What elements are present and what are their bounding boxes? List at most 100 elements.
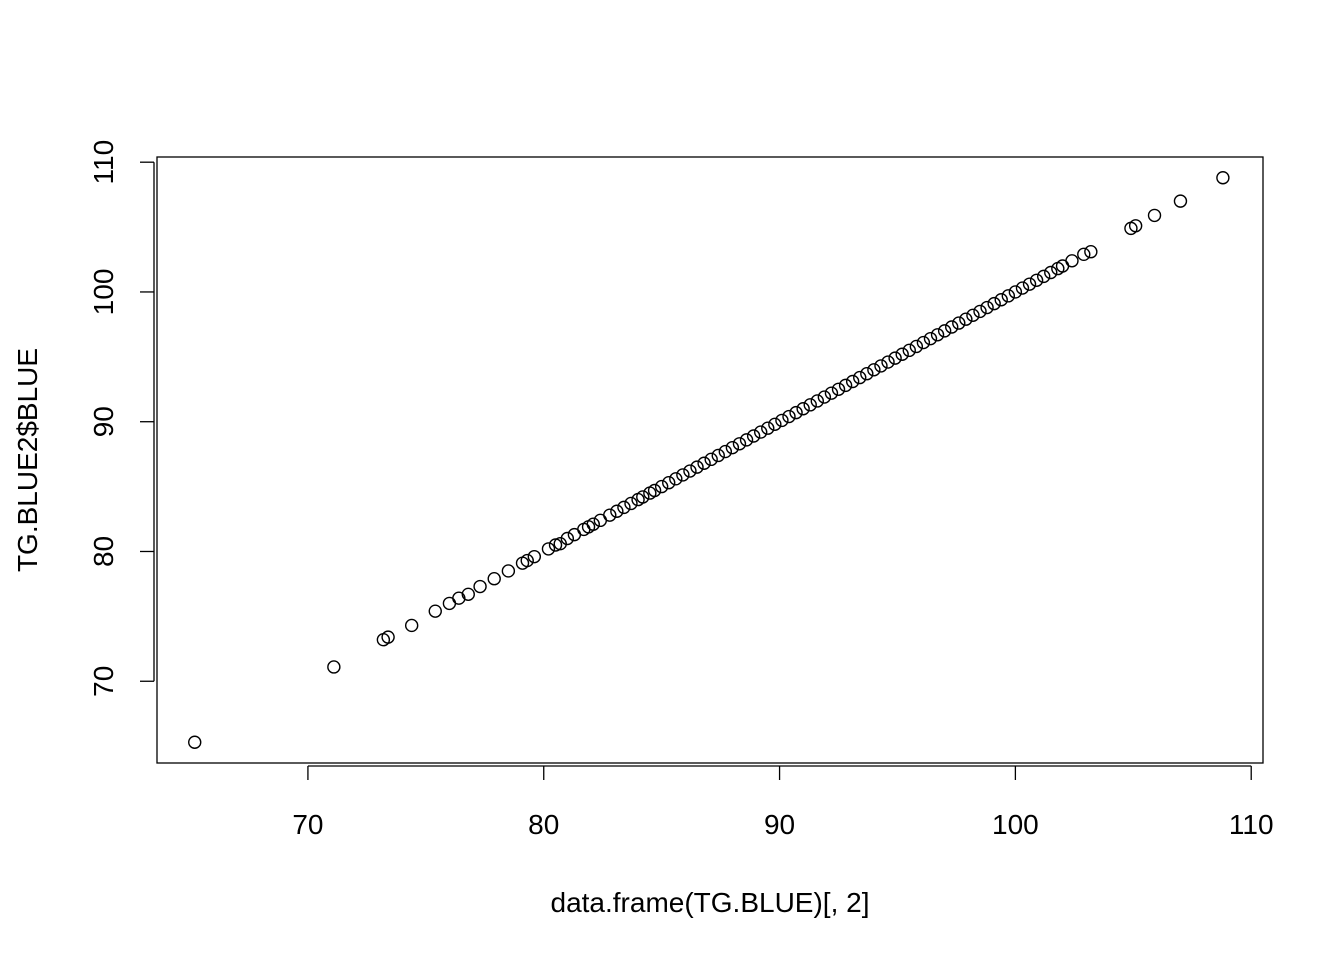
data-point <box>1065 254 1079 268</box>
y-tick-label: 70 <box>88 666 119 697</box>
x-tick-label: 100 <box>992 809 1039 840</box>
data-point <box>603 508 617 522</box>
data-point <box>690 460 704 474</box>
data-point <box>461 587 475 602</box>
data-point <box>676 468 690 482</box>
data-point <box>909 339 924 354</box>
data-point <box>945 320 959 334</box>
plot-area-frame <box>156 156 1264 764</box>
data-point <box>654 479 669 494</box>
y-axis: 70 80 90 100 110 <box>88 140 155 697</box>
x-tick-label: 70 <box>292 809 323 840</box>
data-point <box>895 347 909 361</box>
x-tick-label: 80 <box>528 809 559 840</box>
data-point <box>1022 277 1037 291</box>
data-point <box>718 444 733 459</box>
data-point <box>636 490 650 504</box>
data-point <box>560 531 575 546</box>
data-point <box>1015 281 1030 295</box>
data-point <box>1008 285 1023 299</box>
data-point <box>994 293 1008 307</box>
data-point <box>937 324 952 338</box>
data-point <box>966 308 980 323</box>
data-point <box>746 429 761 443</box>
data-point <box>754 425 768 439</box>
data-point <box>188 735 202 749</box>
data-point <box>1128 219 1143 233</box>
data-point <box>987 296 1001 311</box>
data-point <box>739 433 754 447</box>
data-point <box>473 579 487 594</box>
y-tick-label: 90 <box>88 406 119 437</box>
data-point <box>789 405 803 420</box>
data-point <box>553 536 567 551</box>
data-point <box>520 553 534 568</box>
y-tick-label: 80 <box>88 536 119 567</box>
data-point <box>782 409 796 424</box>
data-point <box>888 351 902 365</box>
data-point <box>923 331 938 346</box>
data-point <box>732 437 747 451</box>
data-point <box>586 517 600 531</box>
y-tick-label: 100 <box>88 269 119 316</box>
data-point <box>404 618 419 633</box>
data-point <box>1084 245 1098 259</box>
data-point <box>845 374 860 389</box>
x-axis: 70 80 90 100 110 <box>292 765 1274 840</box>
data-point <box>647 483 662 498</box>
data-point <box>959 312 973 326</box>
y-axis-label: TG.BLUE2$BLUE <box>12 348 43 572</box>
data-point <box>916 335 931 350</box>
data-point <box>768 417 782 432</box>
data-point <box>980 300 994 315</box>
data-point <box>725 440 740 455</box>
data-point <box>381 630 395 644</box>
data-point <box>704 452 718 467</box>
data-point <box>796 402 810 416</box>
data-point <box>874 359 888 373</box>
data-point <box>930 328 945 342</box>
data-point <box>1147 208 1162 223</box>
data-point <box>775 413 789 428</box>
data-point <box>610 504 624 518</box>
data-point <box>1077 247 1091 262</box>
data-point <box>1044 265 1058 280</box>
data-point <box>541 542 556 556</box>
x-tick-label: 90 <box>764 809 795 840</box>
data-point <box>617 500 631 515</box>
data-point <box>683 464 697 478</box>
data-point <box>881 355 895 369</box>
data-point <box>669 472 683 486</box>
data-point <box>1036 269 1051 284</box>
data-point <box>952 316 966 330</box>
data-point <box>1029 273 1044 287</box>
data-point <box>697 456 711 470</box>
data-point <box>817 390 832 404</box>
y-tick-label: 110 <box>88 140 119 185</box>
data-point <box>1001 289 1016 303</box>
data-points <box>188 171 1230 749</box>
data-point <box>973 304 987 319</box>
data-point <box>831 382 846 396</box>
data-point <box>838 378 853 393</box>
data-point <box>487 572 501 586</box>
data-point <box>867 363 881 377</box>
data-point <box>1216 171 1230 185</box>
data-point <box>810 394 824 408</box>
data-point <box>853 370 867 385</box>
data-point <box>761 421 775 435</box>
data-point <box>624 496 638 511</box>
x-axis-label: data.frame(TG.BLUE)[, 2] <box>551 887 870 918</box>
data-point <box>527 549 542 564</box>
data-point <box>711 448 725 463</box>
data-point <box>428 604 442 618</box>
data-point <box>327 660 341 674</box>
data-point <box>803 398 817 412</box>
data-point <box>1173 194 1188 208</box>
data-point <box>662 476 676 490</box>
data-point <box>860 367 874 381</box>
data-point <box>452 591 466 605</box>
data-point <box>824 386 839 400</box>
x-tick-label: 110 <box>1229 809 1274 840</box>
